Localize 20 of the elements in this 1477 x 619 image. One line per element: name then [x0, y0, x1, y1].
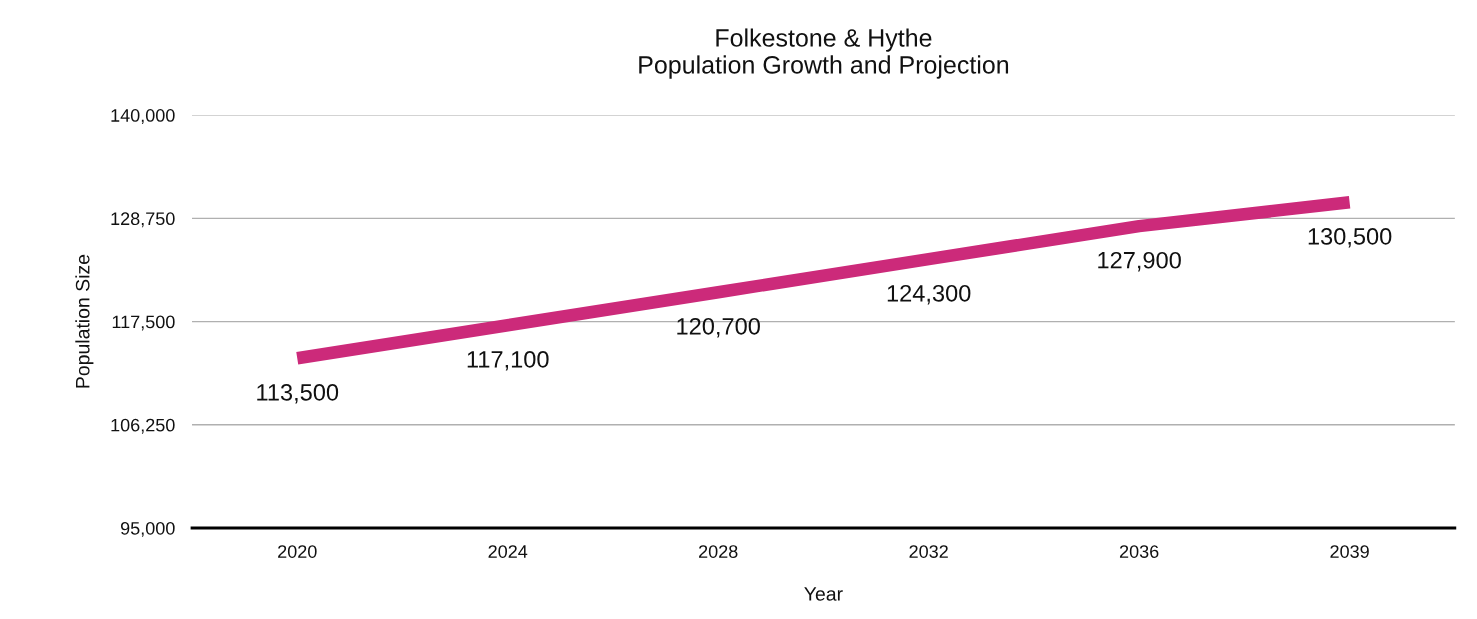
- x-tick-label: 2024: [488, 545, 528, 558]
- data-label: 127,900: [1098, 251, 1181, 272]
- y-tick-label: 106,250: [111, 418, 175, 434]
- x-tick-label: 2039: [1330, 545, 1369, 558]
- x-tick-label: 2036: [1119, 545, 1159, 558]
- chart-title: Folkestone & Hythe Population Growth and Projection: [639, 28, 1009, 79]
- y-tick-label: 117,500: [112, 315, 175, 331]
- data-label: 117,100: [467, 350, 549, 371]
- y-tick-label: 128,750: [111, 212, 175, 228]
- data-label: 124,300: [887, 284, 971, 305]
- x-axis-title: Year: [804, 587, 843, 601]
- data-label: 130,500: [1308, 228, 1392, 248]
- x-tick-label: 2032: [909, 545, 948, 558]
- x-tick-label: 2020: [278, 545, 317, 558]
- y-tick-label: 95,000: [120, 521, 175, 537]
- x-tick-label: 2028: [699, 545, 738, 558]
- data-label: 120,700: [677, 317, 760, 338]
- y-tick-label: 140,000: [111, 109, 175, 124]
- y-axis-title: Population Size: [75, 254, 94, 388]
- data-label: 113,500: [257, 384, 339, 404]
